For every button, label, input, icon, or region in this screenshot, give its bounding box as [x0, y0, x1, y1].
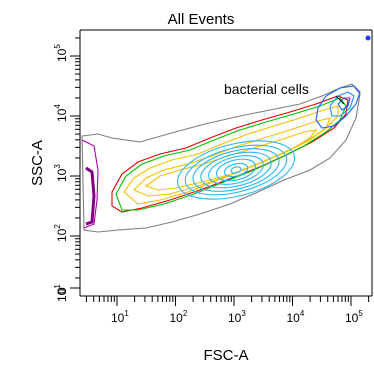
contour-yellow-1 [123, 105, 339, 205]
annotation-pointer [335, 95, 345, 105]
contour-core-1 [176, 140, 296, 200]
contour-bacterial-blue-2 [329, 91, 355, 117]
contour-outer-gray [81, 83, 361, 233]
contour-yellow-3 [144, 129, 318, 191]
event-dot [365, 35, 371, 41]
contour-green [115, 97, 347, 211]
contour-core-6 [215, 158, 257, 182]
contour-purple-inner [85, 166, 96, 226]
contour-bacterial-blue-3 [337, 97, 351, 111]
x-tick-label: 103 [228, 309, 246, 325]
contour-core-3 [192, 148, 280, 192]
y-tick-label: 103 [53, 164, 69, 182]
x-tick-label: 104 [287, 309, 305, 325]
x-axis-label: FSC-A [204, 347, 249, 364]
contour-bacterial-blue-1 [315, 85, 361, 129]
y-axis-label: SSC-A [29, 140, 46, 186]
y-tick-label: 101 [53, 284, 69, 302]
contour-magenta [81, 139, 99, 229]
annotation-bacterial-cells: bacterial cells [224, 81, 309, 97]
x-tick-label: 101 [111, 309, 129, 325]
contour-core-8 [230, 166, 242, 174]
x-tick-label: 102 [170, 309, 188, 325]
chart-title: All Events [168, 11, 235, 28]
y-tick-label: 104 [53, 104, 69, 122]
y-tick-label: 105 [53, 44, 69, 62]
y-tick-label: 0 [55, 287, 69, 294]
y-tick-label: 102 [53, 224, 69, 242]
contour-population [81, 35, 371, 233]
contour-core-7 [223, 162, 249, 178]
contour-core-2 [184, 144, 288, 196]
x-axis-ticks: 101 102 103 104 105 [85, 296, 370, 325]
x-tick-label: 105 [345, 309, 363, 325]
contour-core-4 [200, 151, 272, 189]
contour-core-5 [208, 155, 264, 185]
